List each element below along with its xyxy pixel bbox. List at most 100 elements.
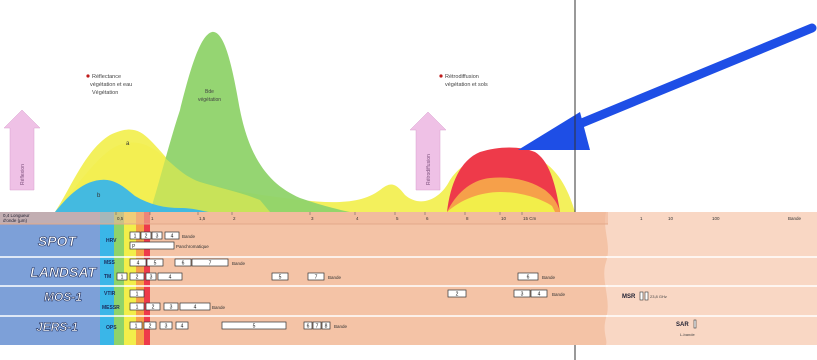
band-box xyxy=(174,258,192,267)
blue-pointer-arrow xyxy=(518,23,817,150)
band-box-label: 1 xyxy=(136,292,139,298)
left-side-arrow: Réflexion xyxy=(3,109,41,191)
left-annotation-line-3: Végétation xyxy=(92,90,118,96)
band-box-label: 7 xyxy=(315,275,318,281)
band-box-label: 3 xyxy=(170,305,173,311)
wavelength-tick-label: 2 xyxy=(233,216,236,221)
band-box xyxy=(129,272,145,281)
band-box xyxy=(129,231,141,240)
right-annotation-bullet xyxy=(439,74,443,78)
band-box-label: 4 xyxy=(538,292,541,298)
band-box-label: 3 xyxy=(521,292,524,298)
microwave-labels: MSR 23,8 GHz SAR L-bande xyxy=(622,291,697,337)
band-box xyxy=(447,289,467,298)
band-box-label: 7 xyxy=(316,324,319,330)
sar-label: SAR xyxy=(676,322,689,328)
right-side-arrow-label: Rétrodiffusion xyxy=(426,154,432,185)
sar-band-box xyxy=(693,319,697,329)
sensor-name-spot: SPOT xyxy=(38,233,78,249)
microwave-ticks: 1 10 100 Bande xyxy=(640,216,802,221)
band-box-label: 4 xyxy=(181,324,184,330)
band-box-label: 4 xyxy=(171,234,174,240)
band-box-label: 2 xyxy=(149,324,152,330)
band-box xyxy=(312,321,322,330)
band-box xyxy=(146,258,164,267)
microwave-panel-background xyxy=(604,212,817,345)
band-box xyxy=(116,272,128,281)
band-box xyxy=(129,289,145,298)
band-box xyxy=(129,258,147,267)
right-side-arrow: Rétrodiffusion xyxy=(409,111,447,191)
band-box xyxy=(159,321,173,330)
microwave-tick-label: 100 xyxy=(712,216,720,221)
band-box-label: 5 xyxy=(154,261,157,267)
wavelength-tick-label: 1 xyxy=(151,216,154,221)
peak-label-line-2: végétation xyxy=(198,97,221,103)
left-up-arrow-icon xyxy=(3,109,41,191)
band-note: Bande xyxy=(328,275,342,280)
left-annotation-bullet xyxy=(86,74,90,78)
wavelength-tick-label: 0,5 xyxy=(117,216,124,221)
band-box-label: 1 xyxy=(134,234,137,240)
curve-mark-b: b xyxy=(97,193,101,199)
wavelength-header-label-1: 0,4 Longueur xyxy=(3,213,30,218)
microwave-tick-label: 10 xyxy=(668,216,674,221)
sensor-name-landsat: LANDSAT xyxy=(30,264,97,280)
left-annotation-line-2: végétation et eau xyxy=(90,82,132,88)
peak-label: Bde végétation xyxy=(198,89,221,103)
sensor-names: SPOT LANDSAT MOS-1 JERS-1 xyxy=(30,233,98,335)
wavelength-tick-label: 6 xyxy=(426,216,429,221)
band-note: Bande xyxy=(552,292,566,297)
blue-arrow-shaft xyxy=(555,23,817,137)
band-box-label: 5 xyxy=(279,275,282,281)
band-note: Bande xyxy=(212,305,226,310)
sensor-code-vtir: VTIR xyxy=(104,291,116,297)
yellow-curve-right xyxy=(447,192,555,212)
wavelength-header: 0,4 Longueur d'onde (µm) 0,5 1 1,5 2 3 4 5 6 8 10… xyxy=(3,212,802,223)
band-box-label: 4 xyxy=(137,261,140,267)
panchromatic-band-box xyxy=(129,241,175,250)
band-box-label: 4 xyxy=(194,305,197,311)
wavelength-header-label-2: d'onde (µm) xyxy=(3,218,27,223)
band-note: Bande xyxy=(542,275,556,280)
green-curve xyxy=(150,31,350,212)
band-box-label: 6 xyxy=(527,275,530,281)
msr-note: 23,8 GHz xyxy=(650,294,667,299)
sensor-code-hrv: HRV xyxy=(106,238,117,244)
left-side-arrow-label: Réflexion xyxy=(20,164,26,185)
wavelength-tick-label: 1,5 xyxy=(199,216,206,221)
band-box-label: 1 xyxy=(121,275,124,281)
sensor-code-tm: TM xyxy=(104,274,111,280)
sensor-name-column xyxy=(0,212,100,345)
left-annotation-line-1: Réflectance xyxy=(92,74,121,80)
band-box xyxy=(129,321,143,330)
blue-curve xyxy=(55,179,210,212)
band-box xyxy=(129,302,145,311)
sensor-codes: HRV MSS TM VTIR MESSR OPS xyxy=(102,238,120,331)
band-box-label: 2 xyxy=(456,292,459,298)
band-box-label: 2 xyxy=(152,305,155,311)
msr-band-box-2 xyxy=(644,291,649,301)
peak-label-line-1: Bde xyxy=(205,89,214,95)
band-box-label: 1 xyxy=(135,324,138,330)
wavelength-ticks: 0,5 1 1,5 2 3 4 5 6 8 10 15 Cm xyxy=(115,212,537,221)
microwave-tick-label: 1 xyxy=(640,216,643,221)
band-box xyxy=(303,321,313,330)
band-note: Bande xyxy=(182,234,196,239)
band-box-label: 2 xyxy=(136,275,139,281)
band-box-label: 3 xyxy=(156,234,159,240)
band-box xyxy=(530,289,548,298)
band-note: Bande xyxy=(334,324,348,329)
right-up-arrow-icon xyxy=(409,111,447,191)
band-box xyxy=(145,272,157,281)
band-box xyxy=(143,321,157,330)
band-box xyxy=(163,302,179,311)
band-note: Bande xyxy=(232,261,246,266)
msr-label: MSR xyxy=(622,294,636,300)
wavelength-tick-label: 5 xyxy=(396,216,399,221)
wavelength-tick-label: 4 xyxy=(356,216,359,221)
band-box xyxy=(151,231,163,240)
band-box xyxy=(517,272,539,281)
band-box xyxy=(145,302,161,311)
